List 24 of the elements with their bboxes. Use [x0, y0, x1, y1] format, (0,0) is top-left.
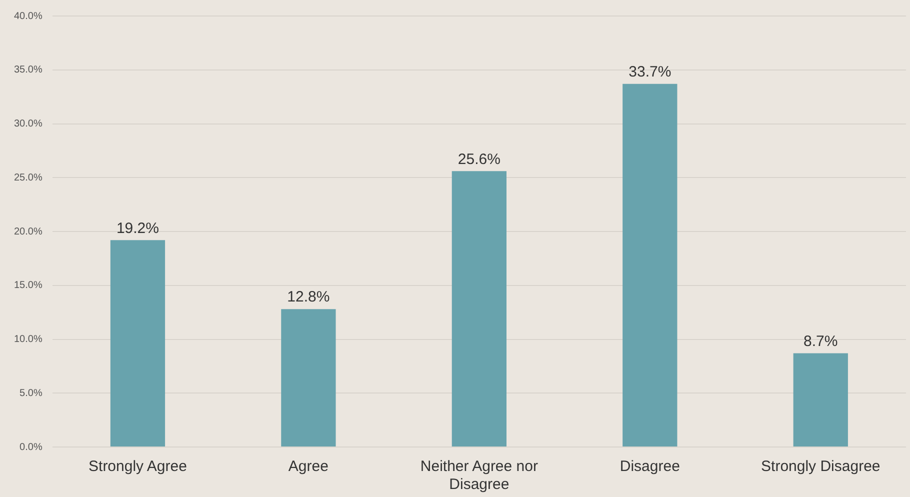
y-tick-label: 5.0%	[20, 388, 42, 399]
bar	[281, 309, 336, 446]
bar	[622, 84, 678, 446]
y-tick-label: 25.0%	[14, 172, 42, 184]
x-tick-label: Agree	[288, 458, 328, 476]
y-tick-label: 15.0%	[14, 280, 42, 292]
y-tick-label: 10.0%	[14, 334, 42, 345]
data-label: 19.2%	[116, 220, 159, 237]
x-tick-label: Strongly Agree	[88, 458, 187, 476]
data-label: 8.7%	[804, 332, 838, 350]
x-tick-label: Disagree	[620, 458, 680, 476]
y-tick-label: 30.0%	[14, 118, 42, 130]
bar	[793, 353, 848, 446]
y-tick-label: 35.0%	[14, 64, 42, 76]
y-tick-label: 0.0%	[20, 442, 42, 453]
data-label: 12.8%	[287, 288, 330, 306]
bar	[110, 240, 166, 446]
x-tick-label: Strongly Disagree	[761, 458, 880, 476]
data-label: 25.6%	[458, 150, 500, 168]
x-tick-label: Neither Agree nor Disagree	[420, 458, 538, 494]
data-label: 33.7%	[628, 64, 672, 81]
y-tick-label: 20.0%	[14, 226, 42, 238]
bar	[452, 171, 506, 446]
y-tick-label: 40.0%	[14, 10, 42, 22]
